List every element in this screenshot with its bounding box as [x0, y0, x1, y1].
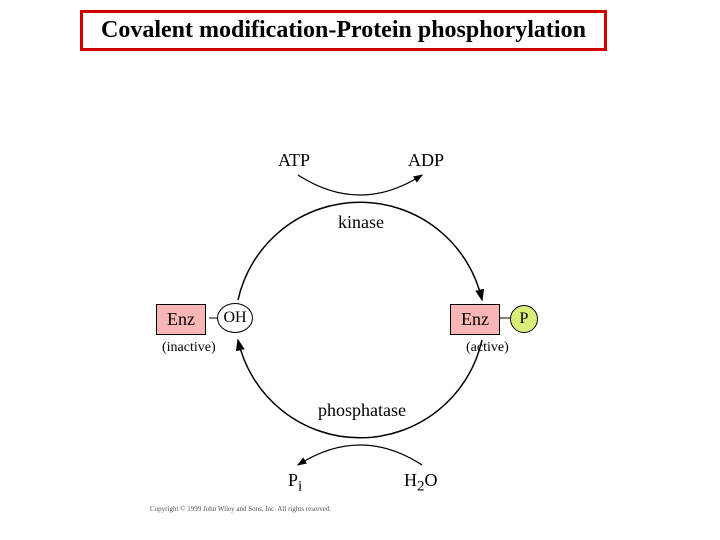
phosphatase-label: phosphatase: [318, 400, 406, 421]
h2o-pi-arc: [298, 445, 422, 465]
kinase-label: kinase: [338, 212, 384, 233]
adp-label: ADP: [408, 150, 444, 171]
atp-adp-arc: [298, 175, 422, 195]
active-label: (active): [466, 340, 509, 356]
enz-inactive-box: Enz: [156, 304, 206, 335]
h2o-label: H2O: [404, 470, 438, 496]
oh-circle: OH: [217, 303, 253, 333]
phosphatase-arc: [238, 340, 482, 438]
inactive-label: (inactive): [162, 340, 216, 356]
copyright-text: Copyright © 1999 John Wiley and Sons, In…: [150, 505, 331, 513]
h2o-sub: 2: [417, 479, 425, 495]
cycle-diagram: [0, 0, 720, 540]
pi-label: Pi: [288, 470, 302, 496]
enz-active-box: Enz: [450, 304, 500, 335]
pi-sub: i: [298, 479, 302, 495]
p-circle: P: [510, 305, 538, 333]
atp-label: ATP: [278, 150, 310, 171]
